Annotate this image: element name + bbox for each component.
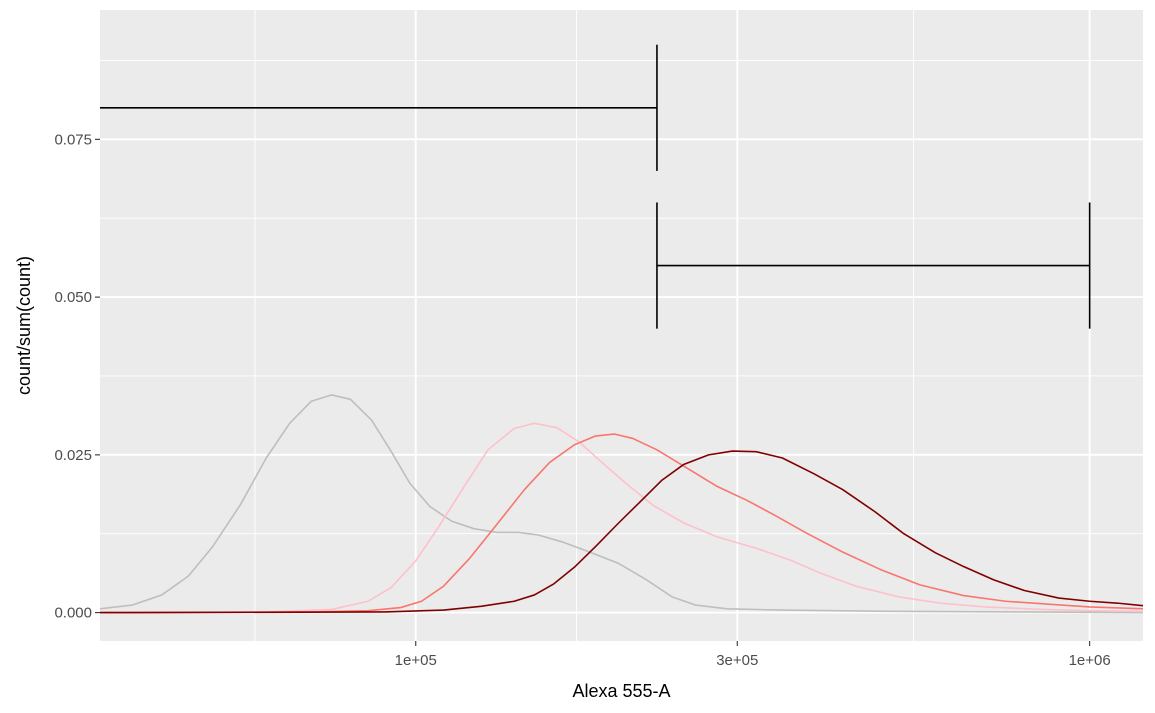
y-axis-title: count/sum(count) [14, 256, 34, 395]
bracket-annotations [100, 44, 1091, 329]
density-line-3 [99, 433, 1144, 614]
x-tick-label: 1e+06 [1069, 652, 1111, 669]
x-axis: 1e+05 3e+05 1e+06 [395, 641, 1111, 669]
y-tick-label: 0.025 [54, 447, 92, 464]
bracket-2 [656, 202, 1091, 329]
density-line-4 [99, 450, 1144, 614]
series-layer [99, 394, 1144, 614]
x-axis-title: Alexa 555-A [572, 681, 670, 701]
x-tick-label: 1e+05 [395, 652, 437, 669]
plot-panel [100, 10, 1143, 641]
density-line-1 [99, 394, 1144, 614]
x-tick-label: 3e+05 [716, 652, 758, 669]
bracket-1 [100, 44, 658, 171]
y-axis: 0.000 0.025 0.050 0.075 [54, 131, 100, 622]
minor-gridlines [100, 10, 1143, 641]
density-line-2 [99, 422, 1144, 614]
y-tick-label: 0.000 [54, 605, 92, 622]
y-tick-label: 0.050 [54, 289, 92, 306]
y-tick-label: 0.075 [54, 131, 92, 148]
